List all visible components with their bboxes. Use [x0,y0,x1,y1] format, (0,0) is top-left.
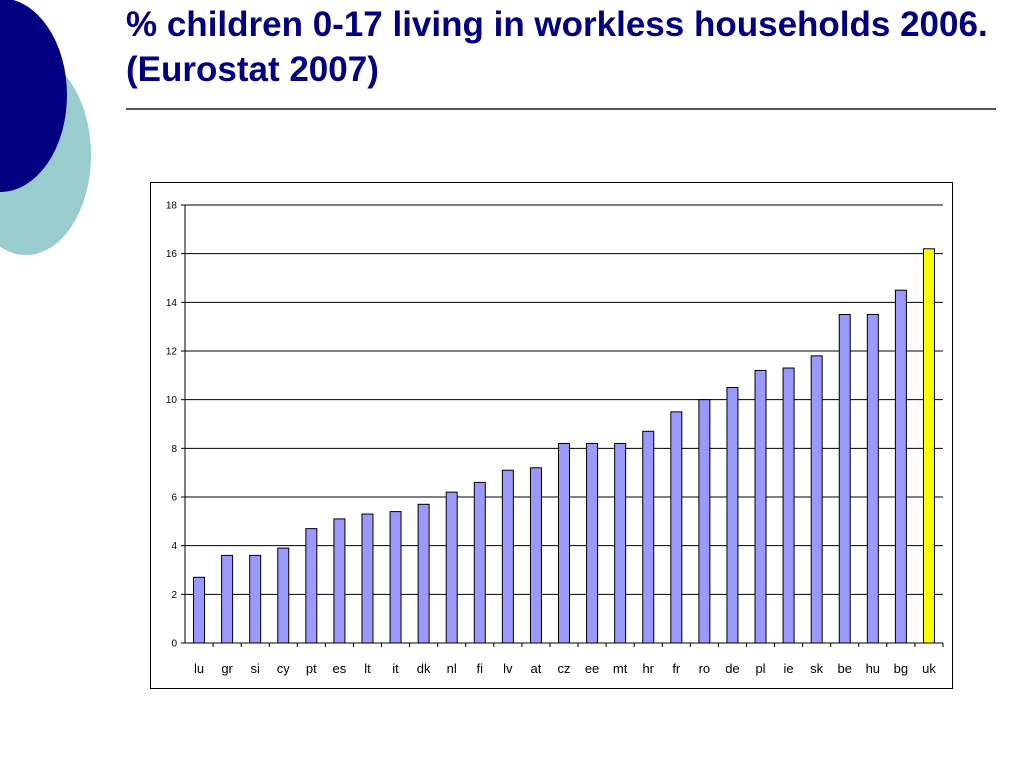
bar-lt [361,513,374,644]
slide-title: % children 0-17 living in workless house… [126,5,988,89]
bar-lv [501,469,514,644]
y-tick-label: 8 [171,444,177,455]
bar-uk [922,248,935,644]
x-tick-label: pt [306,661,317,676]
bar-ie [782,367,795,644]
bar-ee [586,442,599,644]
bar-mt [614,442,627,644]
bar-de [726,387,739,644]
x-tick-label: ee [585,661,599,676]
x-tick-label: de [725,661,739,676]
bar-bg [894,289,907,644]
x-tick-label: bg [894,661,908,676]
y-tick-label: 14 [166,298,178,309]
y-tick-label: 16 [166,249,178,260]
bar-gr [221,554,234,644]
decorative-ovals [0,0,91,255]
y-tick-label: 18 [166,201,178,212]
bar-fr [670,411,683,644]
y-tick-label: 10 [166,395,178,406]
x-tick-label: cz [558,661,571,676]
bar-be [838,314,851,644]
x-tick-label: be [838,661,852,676]
x-tick-label: cy [277,661,291,676]
bar-pt [305,528,318,644]
bar-hr [642,430,655,644]
bar-pl [754,369,767,644]
x-tick-label: si [250,661,260,676]
bar-es [333,518,346,644]
x-tick-label: at [531,661,542,676]
bar-at [529,467,542,644]
x-tick-label: sk [810,661,824,676]
bar-chart: 0 2 4 6 8 10 12 14 16 18 lu gr si cy pt es lt it dk nl fi lv a… [166,201,944,677]
y-tick-label: 6 [171,493,177,504]
tick-labels: 0 2 4 6 8 10 12 14 16 18 lu gr si cy pt es lt it dk nl fi lv a… [166,201,936,677]
axes [181,204,944,647]
x-tick-label: gr [221,661,233,676]
bar-hu [866,314,879,644]
bar-dk [417,503,430,644]
x-tick-label: hr [642,661,654,676]
x-tick-label: ro [699,661,711,676]
y-tick-label: 4 [171,541,177,552]
bar-cy [277,547,290,644]
x-tick-label: nl [447,661,457,676]
title-divider [126,108,996,110]
bar-sk [810,355,823,644]
x-tick-label: fr [672,661,681,676]
bar-si [249,554,262,644]
dark-oval [0,0,67,192]
x-tick-label: fi [477,661,484,676]
x-tick-label: es [333,661,347,676]
bar-ro [698,399,711,644]
x-tick-label: hu [866,661,880,676]
x-tick-label: lt [364,661,371,676]
bars [193,248,935,644]
x-tick-label: it [392,661,399,676]
x-tick-label: mt [613,661,628,676]
bar-it [389,511,402,644]
x-tick-label: pl [755,661,765,676]
y-tick-label: 2 [171,590,177,601]
chart-frame: 0 2 4 6 8 10 12 14 16 18 lu gr si cy pt es lt it dk nl fi lv a… [150,182,953,689]
x-tick-label: lu [194,661,204,676]
bar-cz [558,442,570,644]
bar-lu [193,576,206,644]
x-tick-label: uk [922,661,936,676]
x-tick-label: ie [784,661,794,676]
bar-nl [445,491,458,644]
x-tick-label: lv [503,661,513,676]
x-tick-label: dk [417,661,431,676]
y-tick-label: 0 [171,639,177,650]
y-tick-label: 12 [166,347,178,358]
bar-fi [473,481,486,644]
